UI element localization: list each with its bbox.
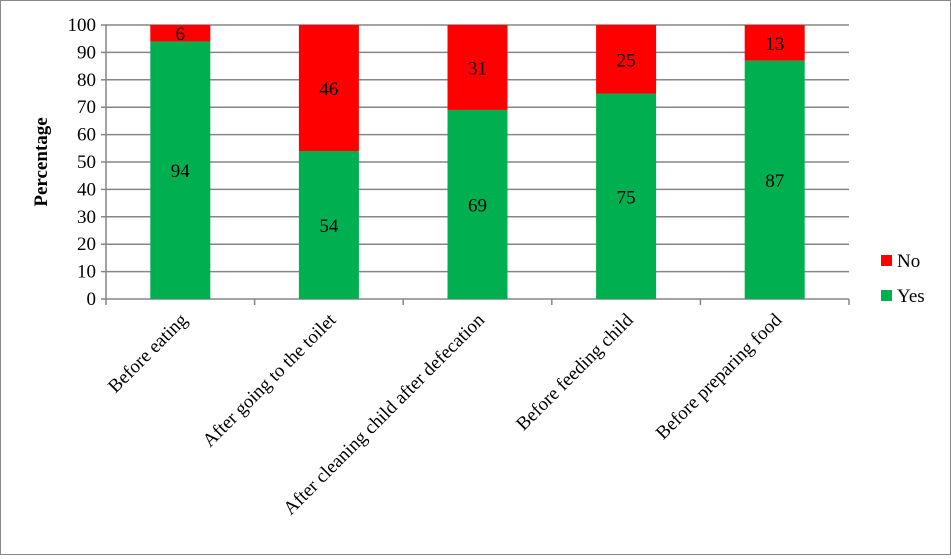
y-tick-label: 40: [77, 179, 96, 200]
bar-yes: [298, 151, 359, 299]
y-tick-label: 60: [77, 125, 96, 146]
y-tick-label: 100: [68, 15, 97, 36]
data-label: 31: [468, 58, 487, 79]
y-tick-label: 10: [77, 262, 96, 283]
data-label: 87: [765, 171, 784, 192]
x-tick-label: Before feeding child: [512, 309, 638, 435]
bar-no: [298, 25, 359, 152]
data-label: 46: [319, 79, 338, 100]
y-tick-label: 70: [77, 97, 96, 118]
bar-no: [150, 25, 211, 42]
bar-no: [596, 25, 657, 94]
bar-yes: [447, 109, 508, 299]
data-label: 13: [765, 34, 784, 55]
y-tick-label: 90: [77, 42, 96, 63]
bar-no: [447, 25, 508, 110]
y-tick-label: 30: [77, 207, 96, 228]
y-tick-label: 0: [87, 289, 97, 310]
legend-label-yes: Yes: [897, 286, 925, 307]
legend-label-no: No: [897, 251, 920, 272]
bar-yes: [744, 60, 805, 300]
y-axis-label: Percentage: [31, 117, 52, 206]
legend-swatch-yes: [881, 290, 892, 301]
y-tick-label: 20: [77, 234, 96, 255]
x-tick-label: Before eating: [104, 309, 192, 397]
bar-yes: [150, 41, 211, 299]
data-label: 75: [617, 187, 636, 208]
x-tick-label: Before preparing food: [652, 309, 787, 444]
data-label: 25: [617, 50, 636, 71]
data-label: 6: [176, 24, 186, 45]
y-tick-label: 80: [77, 70, 96, 91]
y-tick-label: 50: [77, 152, 96, 173]
data-label: 69: [468, 195, 487, 216]
data-label: 54: [319, 216, 339, 237]
x-tick-label: After going to the toilet: [199, 309, 341, 451]
bar-yes: [596, 93, 657, 299]
bar-no: [744, 25, 805, 61]
data-label: 94: [171, 161, 191, 182]
legend-swatch-no: [881, 255, 892, 266]
